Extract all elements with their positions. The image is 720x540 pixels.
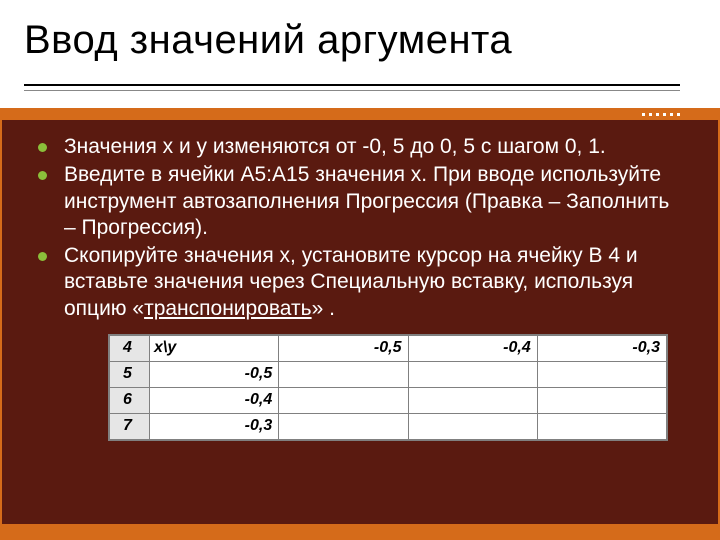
table-cell	[537, 413, 666, 439]
row-header: 6	[110, 387, 150, 413]
table-cell: x\y	[150, 335, 279, 361]
table-cell: -0,3	[150, 413, 279, 439]
table-row: 5 -0,5	[110, 361, 667, 387]
table-cell	[279, 361, 408, 387]
table-row: 4 x\y -0,5 -0,4 -0,3	[110, 335, 667, 361]
bottom-accent-bar	[0, 526, 720, 540]
table-cell: -0,5	[279, 335, 408, 361]
bullet-list: Значения x и y изменяются от -0, 5 до 0,…	[38, 134, 682, 322]
title-area: Ввод значений аргумента	[0, 0, 720, 108]
table-row: 6 -0,4	[110, 387, 667, 413]
row-header: 5	[110, 361, 150, 387]
bullet-item: Скопируйте значения x, установите курсор…	[64, 243, 682, 322]
row-header: 4	[110, 335, 150, 361]
accent-ticks	[642, 113, 680, 116]
table-cell: -0,3	[537, 335, 666, 361]
accent-bar	[0, 108, 720, 120]
table-cell	[537, 361, 666, 387]
table: 4 x\y -0,5 -0,4 -0,3 5 -0,5 6 -0,4	[109, 335, 667, 440]
bullet-item: Введите в ячейки A5:A15 значения x. При …	[64, 162, 682, 241]
table-cell: -0,5	[150, 361, 279, 387]
bullet-item: Значения x и y изменяются от -0, 5 до 0,…	[64, 134, 682, 160]
table-row: 7 -0,3	[110, 413, 667, 439]
table-cell	[408, 413, 537, 439]
table-cell: -0,4	[150, 387, 279, 413]
title-underline	[24, 84, 680, 86]
slide: Ввод значений аргумента Значения x и y и…	[0, 0, 720, 540]
spreadsheet-table: 4 x\y -0,5 -0,4 -0,3 5 -0,5 6 -0,4	[108, 334, 668, 441]
table-cell: -0,4	[408, 335, 537, 361]
slide-title: Ввод значений аргумента	[24, 18, 696, 63]
table-cell	[408, 387, 537, 413]
table-cell	[279, 413, 408, 439]
table-cell	[537, 387, 666, 413]
table-cell	[408, 361, 537, 387]
table-cell	[279, 387, 408, 413]
body-area: Значения x и y изменяются от -0, 5 до 0,…	[0, 120, 720, 526]
row-header: 7	[110, 413, 150, 439]
underlined-word: транспонировать	[144, 297, 312, 320]
